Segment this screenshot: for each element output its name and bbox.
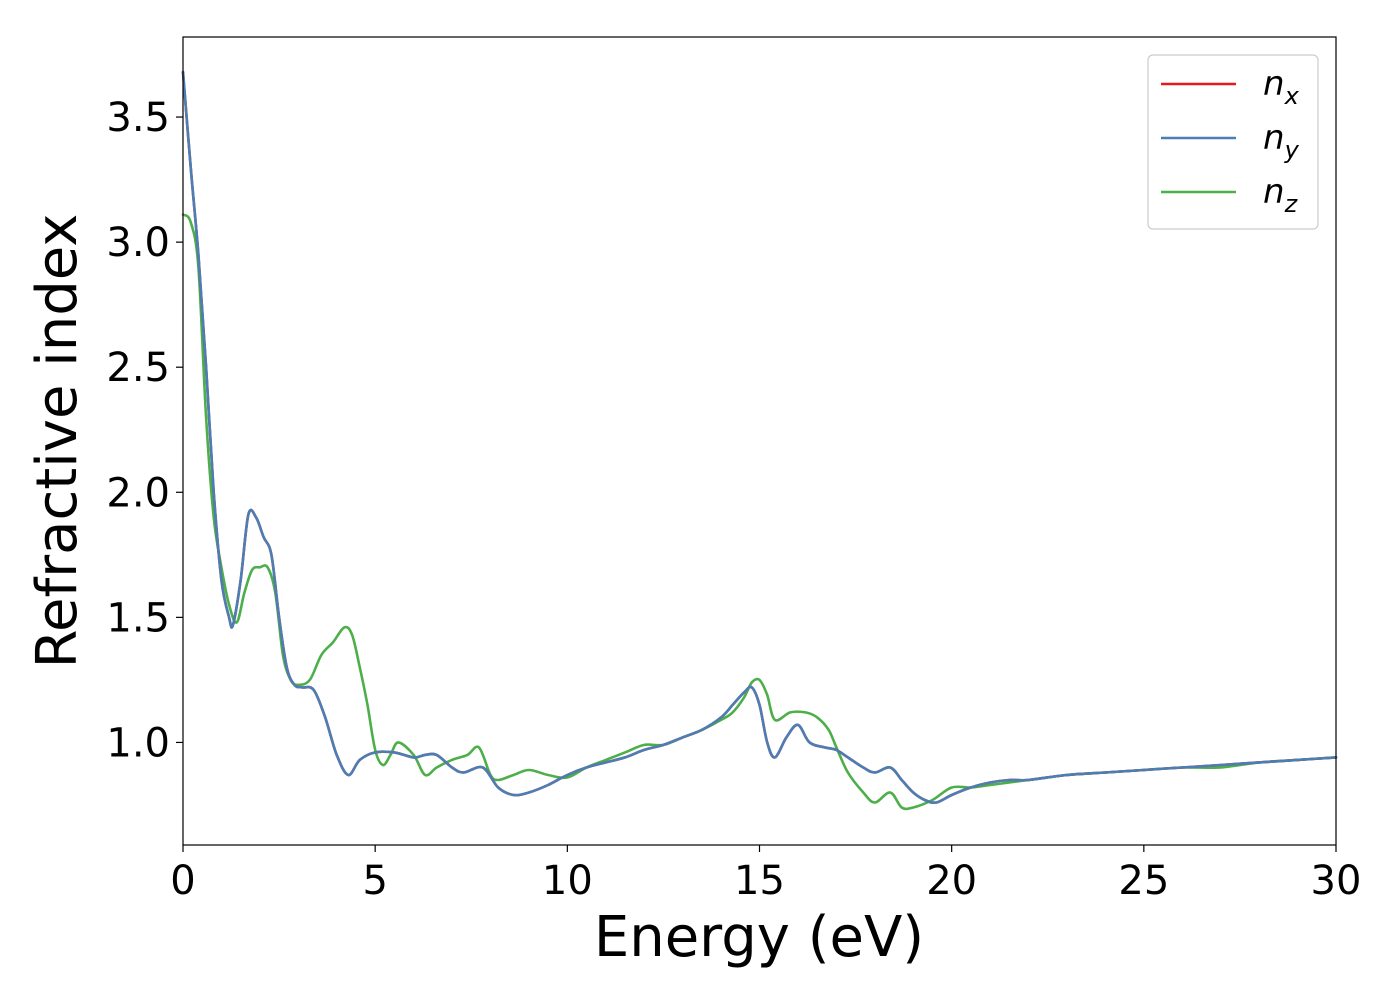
x-tick-label: 30 — [1311, 858, 1362, 904]
x-tick-label: 0 — [170, 858, 195, 904]
legend-label-y: ny — [1263, 118, 1300, 164]
y-tick-label: 3.0 — [106, 220, 170, 266]
x-axis-label: Energy (eV) — [594, 905, 924, 970]
x-tick-label: 5 — [362, 858, 387, 904]
legend: nx ny nz — [1147, 54, 1319, 230]
x-tick-label: 25 — [1118, 858, 1169, 904]
legend-box — [1147, 54, 1319, 230]
x-axis-ticks: 0 5 10 15 20 25 30 — [170, 845, 1361, 904]
y-axis-label: Refractive index — [25, 214, 90, 669]
y-axis-ticks: 1.0 1.5 2.0 2.5 3.0 3.5 — [106, 95, 183, 766]
y-tick-label: 3.5 — [106, 95, 170, 141]
x-tick-label: 20 — [926, 858, 977, 904]
y-tick-label: 1.0 — [106, 720, 170, 766]
legend-label-x: nx — [1263, 64, 1300, 110]
x-tick-label: 15 — [734, 858, 785, 904]
series-layer — [181, 70, 1338, 811]
y-tick-label: 1.5 — [106, 595, 170, 641]
legend-label-z: nz — [1263, 172, 1299, 218]
y-tick-label: 2.5 — [106, 345, 170, 391]
series-line-y — [181, 70, 1338, 804]
y-tick-label: 2.0 — [106, 470, 170, 516]
x-tick-label: 10 — [542, 858, 593, 904]
